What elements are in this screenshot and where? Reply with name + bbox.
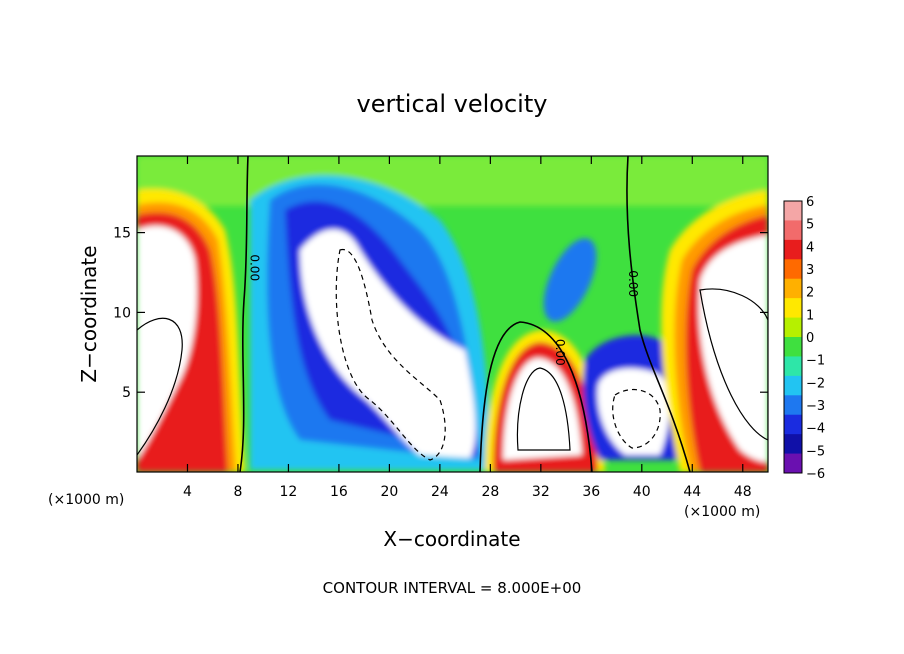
x-unit-right: (×1000 m)	[684, 504, 760, 520]
colorbar-label: −1	[806, 354, 825, 369]
colorbar-swatch	[784, 278, 802, 299]
x-tick-label: 36	[582, 484, 600, 500]
colorbar-swatch	[784, 337, 802, 357]
x-axis: 4 8 12 16 20 24 28 32 36 40 44 48	[183, 156, 752, 500]
y-tick-label: 5	[122, 385, 131, 401]
colorbar-swatch	[784, 317, 802, 338]
colorbar-label: 6	[806, 195, 814, 210]
main-downdraft-white	[300, 229, 476, 458]
colorbar-swatch	[784, 220, 802, 241]
upper-negative-blob	[543, 238, 597, 322]
x-unit-left: (×1000 m)	[48, 492, 124, 508]
x-tick-label: 4	[183, 484, 192, 500]
colorbar-label: −2	[806, 376, 825, 391]
colorbar-swatch	[784, 453, 802, 474]
negative-contour-main	[335, 249, 446, 461]
colorbar-swatch	[784, 434, 802, 455]
colorbar-swatch	[784, 239, 802, 260]
y-tick-label: 10	[113, 305, 131, 321]
contour-label: 0.00	[626, 270, 640, 297]
colorbar-label: 4	[806, 240, 814, 255]
colorbar-swatch	[784, 395, 802, 416]
positive-contour-central	[516, 367, 571, 451]
colorbar-swatch	[784, 201, 802, 221]
colorbar-label: −3	[806, 399, 825, 414]
x-tick-label: 16	[330, 484, 348, 500]
contour-interval-note: CONTOUR INTERVAL = 8.000E+00	[323, 579, 582, 597]
left-updraft-white	[137, 225, 197, 460]
y-tick-label: 15	[113, 226, 131, 242]
colorbar-swatch	[784, 298, 802, 319]
colorbar: 6 5 4 3 2 1 0 −1 −2 −3 −4 −5 −6	[783, 195, 825, 482]
x-tick-label: 12	[280, 484, 298, 500]
x-tick-label: 44	[683, 484, 701, 500]
x-tick-label: 40	[633, 484, 651, 500]
colorbar-label: 0	[806, 331, 814, 346]
x-tick-label: 20	[380, 484, 398, 500]
y-axis-label: Z−coordinate	[77, 245, 101, 382]
colorbar-label: 5	[806, 218, 814, 233]
x-tick-label: 24	[431, 484, 449, 500]
chart-title: vertical velocity	[357, 90, 548, 118]
right-updraft-white	[698, 235, 768, 462]
colorbar-swatch	[784, 375, 802, 396]
colorbar-swatch	[784, 259, 802, 280]
zero-contour-right	[626, 156, 691, 472]
upper-layer	[137, 156, 768, 206]
colorbar-swatch	[784, 414, 802, 435]
negative-contour-right	[612, 388, 661, 449]
plot-frame	[136, 155, 769, 473]
plot-area: 0.00 0.00 0.00	[137, 156, 768, 472]
colorbar-swatch	[784, 356, 802, 377]
zero-contour-center	[479, 321, 593, 472]
colorbar-label: −4	[806, 422, 825, 437]
right-downdraft-white	[597, 368, 670, 455]
positive-contour-left	[137, 317, 183, 456]
x-tick-label: 48	[734, 484, 752, 500]
colorbar-label: 3	[806, 263, 814, 278]
contour-label: 0.00	[248, 254, 262, 281]
x-tick-label: 32	[532, 484, 550, 500]
x-tick-label: 28	[481, 484, 499, 500]
x-axis-label: X−coordinate	[383, 527, 520, 551]
contour-lines	[137, 156, 768, 472]
zero-contour-left	[239, 156, 249, 472]
colorbar-label: −6	[806, 467, 825, 482]
colorbar-label: −5	[806, 444, 825, 459]
contour-label: 0.00	[553, 339, 567, 366]
positive-contour-right	[699, 288, 768, 441]
y-axis: 5 10 15	[113, 226, 768, 401]
colorbar-frame	[783, 200, 803, 474]
contour-labels: 0.00 0.00 0.00	[248, 254, 641, 365]
x-tick-label: 8	[233, 484, 242, 500]
central-updraft-white	[503, 358, 582, 460]
colorbar-label: 2	[806, 286, 814, 301]
colorbar-label: 1	[806, 308, 814, 323]
